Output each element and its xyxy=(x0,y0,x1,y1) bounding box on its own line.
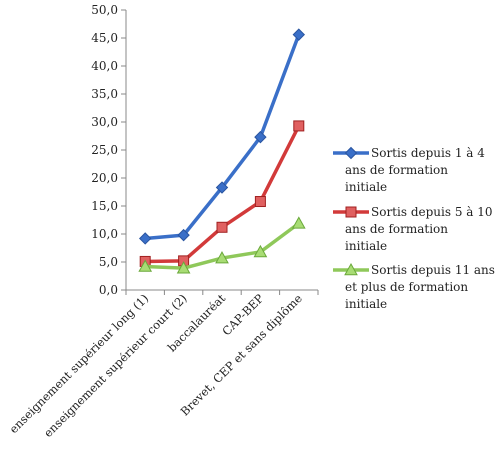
series-3 xyxy=(138,216,306,274)
legend-label: Sortis depuis 11 ans xyxy=(371,263,495,277)
series-1 xyxy=(138,28,306,245)
data-point xyxy=(292,28,306,41)
legend-label: ans de formation xyxy=(345,163,448,177)
data-point xyxy=(291,216,306,229)
y-tick-label: 30,0 xyxy=(91,115,118,129)
legend-label: initiale xyxy=(345,297,387,311)
x-tick-labels: enseignement supérieur long (1)enseignem… xyxy=(6,291,305,440)
data-point xyxy=(253,244,268,258)
y-tick-label: 45,0 xyxy=(91,31,118,45)
y-tick-label: 50,0 xyxy=(91,3,118,17)
data-point xyxy=(254,130,267,144)
data-point xyxy=(138,259,153,272)
legend-item-2: Sortis depuis 5 à 10 ans de formation init… xyxy=(333,205,493,253)
data-point xyxy=(215,181,229,194)
data-point xyxy=(176,261,191,274)
legend-marker xyxy=(344,262,358,276)
data-point xyxy=(293,120,305,132)
data-point xyxy=(254,196,266,208)
x-tick-label: enseignement supérieur long (1) xyxy=(6,291,151,436)
series-layer xyxy=(138,28,306,274)
legend-label: Sortis depuis 5 à 10 xyxy=(371,205,493,219)
legend-label: Sortis depuis 1 à 4 xyxy=(371,146,485,160)
legend-label: initiale xyxy=(345,239,387,253)
data-point xyxy=(138,232,152,245)
legend-item-1: Sortis depuis 1 à 4 ans de formation initi… xyxy=(333,146,485,194)
legend: Sortis depuis 1 à 4 ans de formation initi… xyxy=(333,146,495,311)
legend-label: et plus de formation xyxy=(345,280,468,294)
y-tick-label: 0,0 xyxy=(99,283,118,297)
axes: 0,0 5,0 10,0 15,0 20,0 25,0 30,0 35,0 40,0 45,0 50… xyxy=(91,3,319,297)
y-tick-label: 35,0 xyxy=(91,87,118,101)
y-tick-label: 40,0 xyxy=(91,59,118,73)
data-point xyxy=(216,221,228,233)
x-tick-label: enseignement supérieur court (2) xyxy=(41,291,190,440)
series-line xyxy=(145,34,301,241)
data-point xyxy=(177,228,190,242)
legend-label: initiale xyxy=(345,180,387,194)
legend-item-3: Sortis depuis 11 ans et plus de formation… xyxy=(333,262,495,311)
legend-marker xyxy=(344,146,358,160)
y-tick-label: 25,0 xyxy=(91,143,118,157)
legend-marker xyxy=(345,206,357,218)
legend-label: ans de formation xyxy=(345,222,448,236)
y-tick-label: 20,0 xyxy=(91,171,118,185)
y-tick-label: 5,0 xyxy=(99,255,118,269)
y-tick-label: 15,0 xyxy=(91,199,118,213)
data-point xyxy=(215,251,229,264)
y-tick-label: 10,0 xyxy=(91,227,118,241)
